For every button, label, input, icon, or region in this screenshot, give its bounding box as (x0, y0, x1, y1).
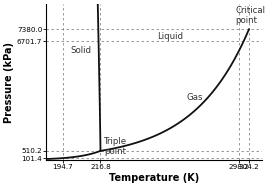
Text: Liquid: Liquid (157, 32, 184, 41)
Text: Solid: Solid (70, 46, 91, 55)
X-axis label: Temperature (K): Temperature (K) (109, 173, 200, 183)
Text: Triple
point: Triple point (104, 137, 127, 156)
Text: Critical
point: Critical point (235, 6, 265, 25)
Y-axis label: Pressure (kPa): Pressure (kPa) (4, 42, 14, 122)
Text: Gas: Gas (186, 94, 202, 102)
